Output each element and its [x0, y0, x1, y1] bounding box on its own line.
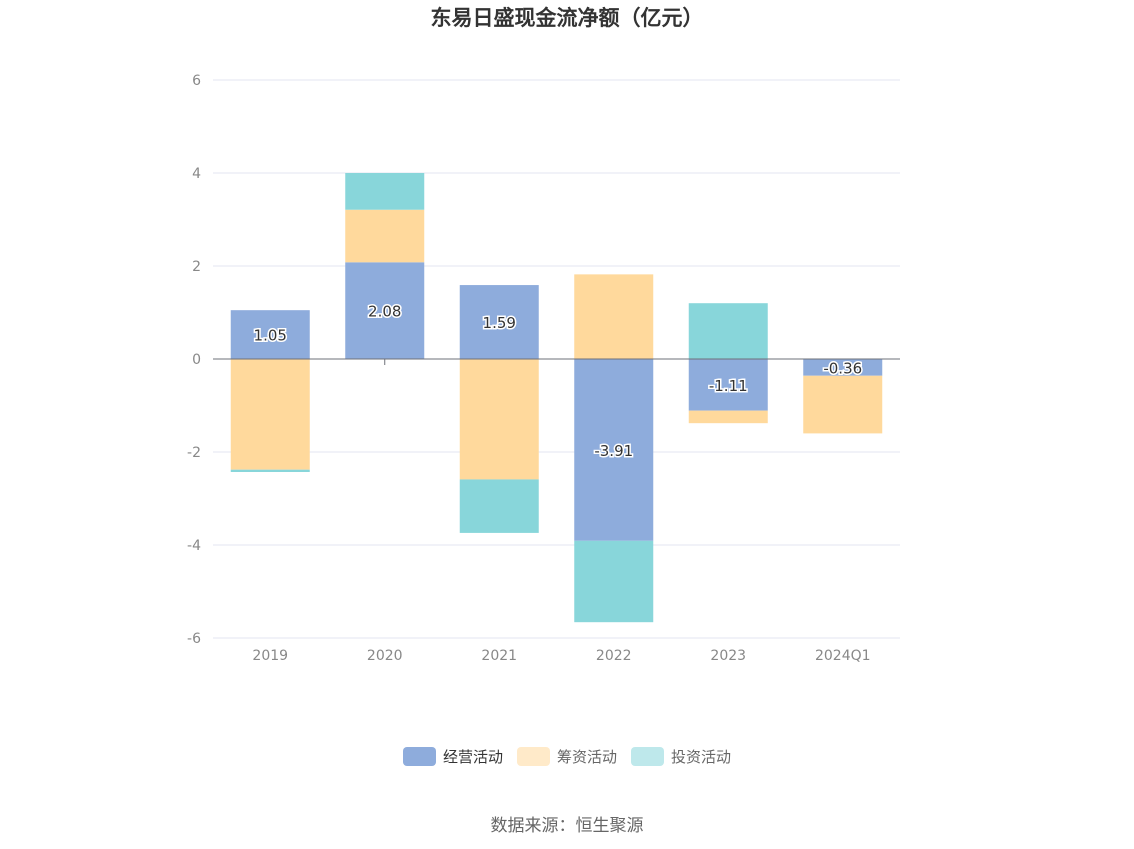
source-note: 数据来源：恒生聚源	[490, 816, 644, 836]
axis-layer: 6 4 2 0 -2 -4 -6 2019 2020 2021 2022 2023 2024Q1	[187, 73, 900, 664]
legend-swatch	[516, 747, 550, 766]
y-tick-label: -4	[187, 538, 201, 554]
y-tick-label: 6	[192, 73, 201, 89]
bar-segment	[230, 469, 310, 472]
x-tick-label: 2021	[481, 648, 517, 664]
x-tick-label: 2023	[710, 648, 746, 664]
labels-layer: 1.05 2.08 1.59 -3.91 -1.11 -0.36	[252, 301, 864, 461]
data-label: 1.05	[254, 327, 287, 345]
bar-segment	[230, 359, 310, 470]
data-label: -1.11	[709, 377, 748, 395]
chart-title: 东易日盛现金流净额（亿元）	[430, 6, 704, 30]
bar-segment	[803, 375, 883, 434]
legend-swatch	[402, 747, 436, 766]
bar-segment	[803, 359, 883, 376]
data-label: 1.59	[483, 314, 516, 332]
bar-segment	[688, 410, 768, 424]
legend-label: 经营活动	[442, 748, 503, 766]
data-label: -0.36	[823, 359, 862, 377]
legend: 经营活动 筹资活动 投资活动	[0, 746, 1134, 767]
bar-segment	[688, 359, 768, 411]
bar-segment	[688, 303, 768, 359]
y-tick-label: -2	[187, 445, 201, 461]
legend-swatch	[631, 747, 664, 766]
y-tick-label: 4	[192, 166, 201, 182]
bar-segment	[230, 310, 310, 359]
y-tick-label: -6	[187, 631, 201, 647]
x-tick-label: 2019	[252, 648, 288, 664]
x-tick-label: 2022	[596, 648, 632, 664]
bar-segment	[459, 285, 539, 359]
bar-segment	[459, 359, 539, 480]
data-label: -3.91	[594, 442, 633, 460]
data-label: 2.08	[368, 303, 401, 321]
y-tick-label: 2	[192, 259, 201, 275]
bars-layer	[230, 173, 883, 623]
legend-label: 投资活动	[671, 748, 732, 766]
bar-segment	[459, 479, 539, 533]
legend-item[interactable]: 筹资活动	[516, 746, 617, 767]
bar-segment	[345, 262, 425, 359]
x-tick-label: 2024Q1	[815, 648, 871, 664]
legend-label: 筹资活动	[556, 748, 617, 766]
bar-segment	[574, 274, 654, 359]
bar-segment	[574, 540, 654, 623]
bar-segment	[345, 173, 425, 210]
y-tick-label: 0	[192, 352, 201, 368]
grid-layer	[213, 79, 900, 639]
bar-segment	[345, 209, 425, 263]
legend-item[interactable]: 经营活动	[402, 746, 503, 767]
bar-segment	[574, 359, 654, 541]
x-tick-label: 2020	[367, 648, 403, 664]
legend-item[interactable]: 投资活动	[631, 746, 731, 767]
